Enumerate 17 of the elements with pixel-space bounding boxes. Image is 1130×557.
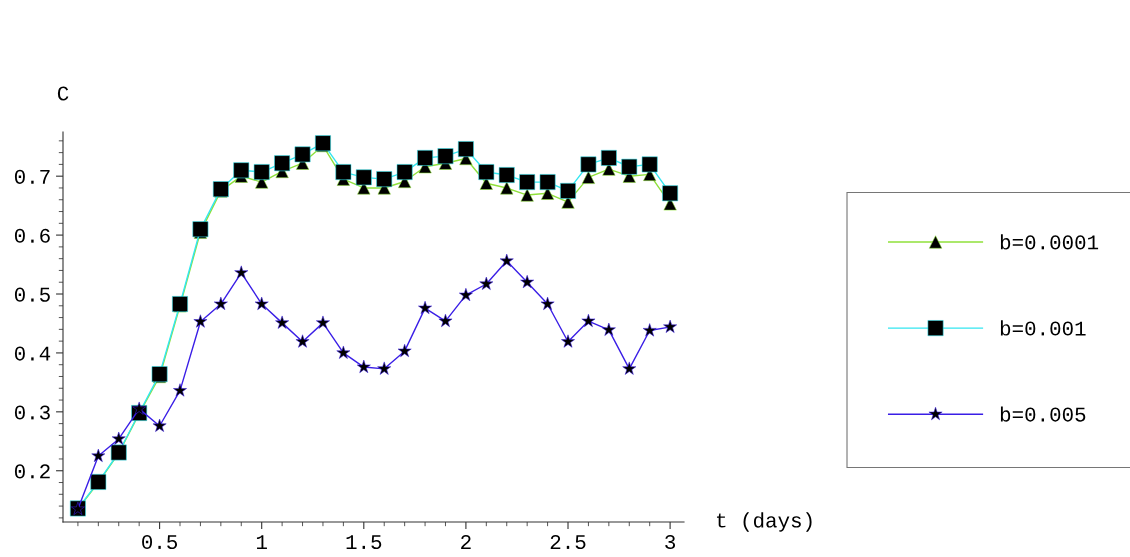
- y-tick-label: 0.7: [14, 169, 50, 184]
- x-tick-label: 0.5: [142, 534, 178, 550]
- y-tick-label: 0.2: [14, 464, 50, 479]
- x-axis-title: t (days): [716, 512, 812, 532]
- legend-label: b=0.0001: [1000, 234, 1099, 250]
- legend-label: b=0.001: [1000, 320, 1086, 336]
- legend-label: b=0.005: [1000, 406, 1086, 422]
- x-tick-label: 1: [256, 535, 267, 549]
- x-tick-label: 2: [461, 534, 471, 549]
- x-tick-label: 2.5: [550, 534, 586, 550]
- y-tick-label: 0.4: [14, 346, 51, 361]
- y-tick-label: 0.6: [14, 228, 50, 243]
- y-axis-title: C: [57, 86, 69, 101]
- y-tick-label: 0.3: [14, 405, 50, 420]
- x-tick-label: 3: [665, 534, 676, 550]
- x-tick-label: 1.5: [346, 535, 382, 550]
- y-tick-label: 0.5: [14, 287, 50, 302]
